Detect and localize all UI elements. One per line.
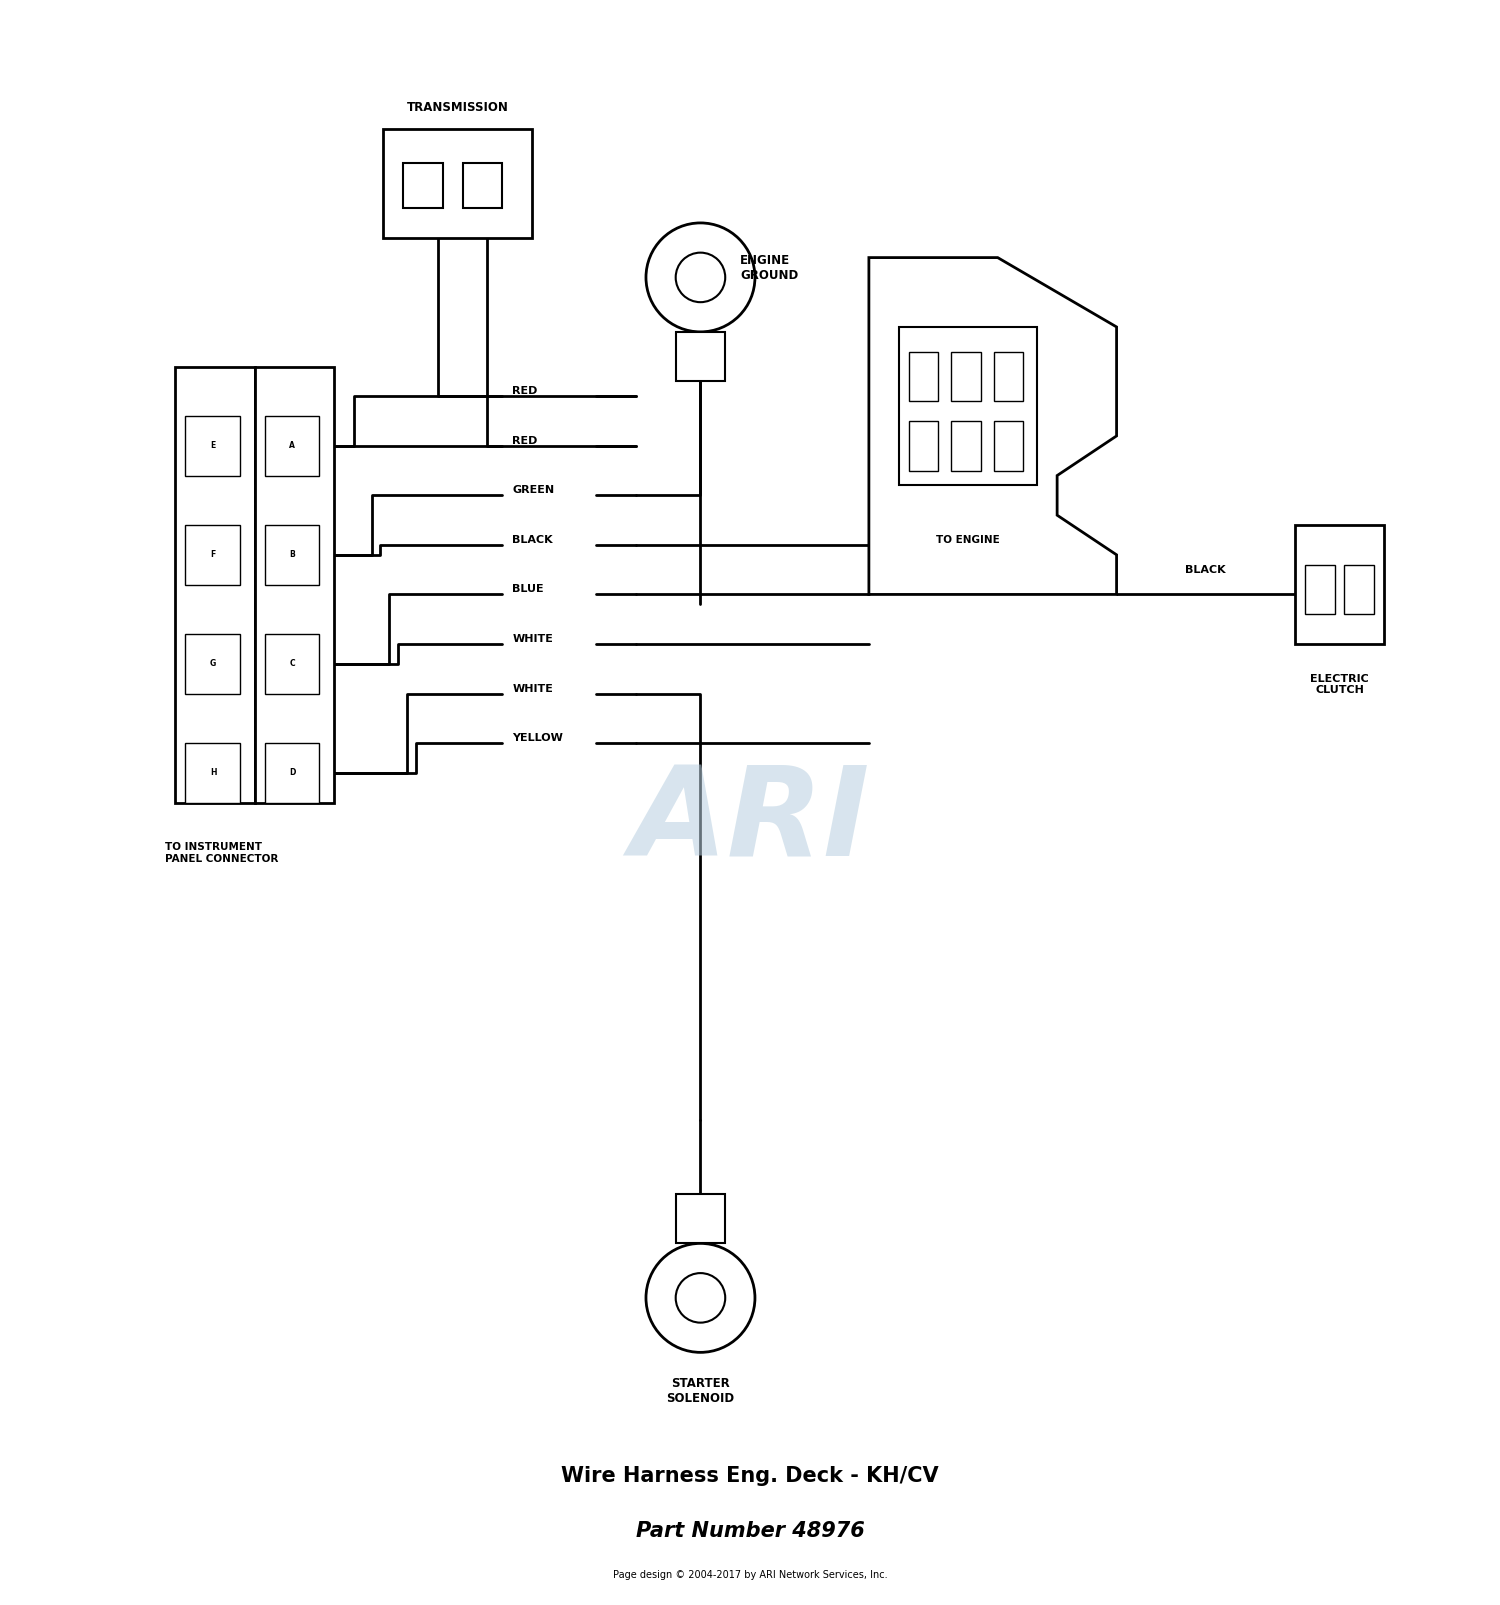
Bar (675, 332, 724, 382)
Bar (909, 421, 938, 470)
Bar (404, 164, 442, 209)
Bar (993, 351, 1023, 401)
Text: ELECTRIC
CLUTCH: ELECTRIC CLUTCH (1310, 674, 1370, 695)
Circle shape (675, 252, 724, 302)
Bar (951, 421, 981, 470)
Bar (909, 351, 938, 401)
Bar (255, 366, 334, 802)
Text: RED: RED (512, 387, 537, 396)
Text: Part Number 48976: Part Number 48976 (636, 1520, 864, 1541)
Circle shape (675, 1273, 724, 1323)
Text: ENGINE
GROUND: ENGINE GROUND (740, 254, 798, 281)
Bar (1344, 565, 1374, 615)
Text: Page design © 2004-2017 by ARI Network Services, Inc.: Page design © 2004-2017 by ARI Network S… (612, 1570, 888, 1581)
Text: RED: RED (512, 437, 537, 446)
Bar (186, 634, 240, 693)
Text: F: F (210, 551, 216, 559)
Bar (264, 525, 320, 584)
Text: Wire Harness Eng. Deck - KH/CV: Wire Harness Eng. Deck - KH/CV (561, 1467, 939, 1486)
Circle shape (646, 1244, 754, 1353)
Text: BLACK: BLACK (512, 534, 554, 546)
Text: B: B (290, 551, 296, 559)
Text: WHITE: WHITE (512, 634, 554, 644)
Bar (898, 327, 1038, 485)
Bar (1294, 525, 1384, 644)
Bar (264, 416, 320, 475)
Text: ARI: ARI (630, 762, 870, 883)
Text: D: D (290, 769, 296, 777)
Bar (951, 351, 981, 401)
Text: G: G (210, 660, 216, 668)
Text: TO ENGINE: TO ENGINE (936, 534, 1000, 546)
Text: WHITE: WHITE (512, 684, 554, 693)
Bar (993, 421, 1023, 470)
Bar (1305, 565, 1335, 615)
Circle shape (646, 223, 754, 332)
Polygon shape (868, 257, 1116, 594)
Text: STARTER
SOLENOID: STARTER SOLENOID (666, 1377, 735, 1404)
Text: A: A (290, 441, 296, 451)
Text: C: C (290, 660, 296, 668)
Bar (462, 164, 503, 209)
Text: TRANSMISSION: TRANSMISSION (406, 101, 508, 114)
Text: GREEN: GREEN (512, 485, 555, 496)
Text: H: H (210, 769, 216, 777)
Bar (186, 416, 240, 475)
Bar (264, 634, 320, 693)
Bar (186, 525, 240, 584)
Bar (186, 743, 240, 802)
Bar (675, 1194, 724, 1244)
Bar (384, 128, 532, 238)
Text: BLUE: BLUE (512, 584, 544, 594)
Text: BLACK: BLACK (1185, 565, 1225, 575)
Text: E: E (210, 441, 216, 451)
Text: TO INSTRUMENT
PANEL CONNECTOR: TO INSTRUMENT PANEL CONNECTOR (165, 843, 279, 863)
Bar (264, 743, 320, 802)
Bar (176, 366, 255, 802)
Text: YELLOW: YELLOW (512, 733, 562, 743)
